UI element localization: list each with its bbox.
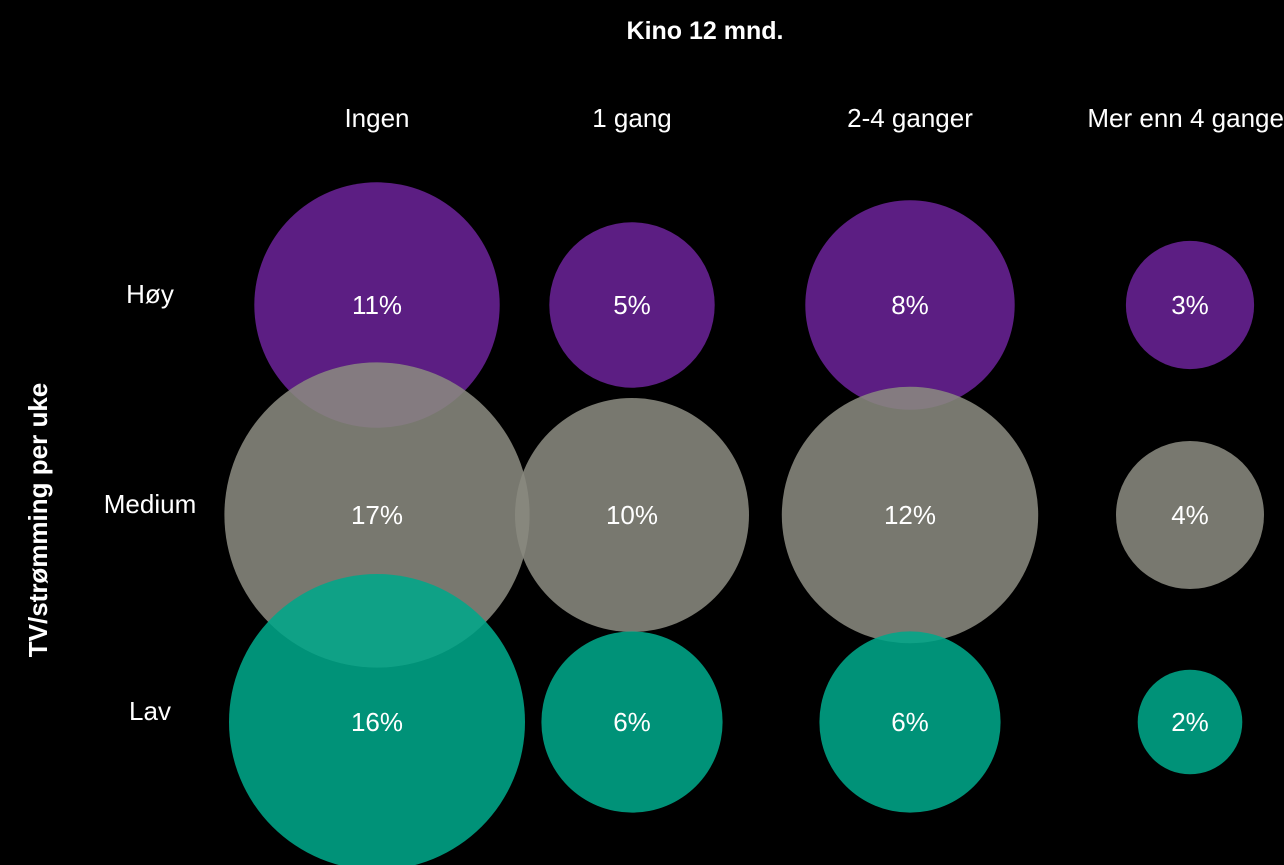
column-label: 2-4 ganger (847, 103, 973, 133)
value-labels: 11% 5% 8% 3% 17% 10% 12% 4% 16% 6% 6% 2% (351, 290, 1209, 737)
row-label: Høy (126, 279, 174, 309)
bubble (549, 222, 715, 388)
column-label: 1 gang (592, 103, 672, 133)
bubble (1125, 240, 1255, 370)
bubbles (224, 182, 1264, 865)
value-label: 6% (891, 707, 929, 737)
column-label: Mer enn 4 ganger (1087, 103, 1284, 133)
value-label: 2% (1171, 707, 1209, 737)
row-label: Medium (104, 489, 196, 519)
bubble (229, 574, 525, 865)
value-label: 17% (351, 500, 403, 530)
value-label: 11% (352, 290, 402, 320)
value-label: 16% (351, 707, 403, 737)
value-label: 6% (613, 707, 651, 737)
value-label: 10% (606, 500, 658, 530)
bubble (819, 631, 1001, 813)
bubble (541, 631, 723, 813)
bubble (1137, 669, 1243, 775)
value-label: 8% (891, 290, 929, 320)
column-label: Ingen (344, 103, 409, 133)
chart-title: Kino 12 mnd. (627, 17, 784, 45)
bubble (254, 182, 500, 428)
bubble (781, 386, 1039, 644)
bubble (224, 362, 530, 668)
column-labels: Ingen 1 gang 2-4 ganger Mer enn 4 ganger (344, 103, 1284, 133)
row-labels: Høy Medium Lav (104, 279, 196, 726)
value-label: 5% (613, 290, 651, 320)
bubble (1116, 441, 1264, 589)
bubble (805, 200, 1015, 410)
value-label: 3% (1171, 290, 1209, 320)
value-label: 4% (1171, 500, 1209, 530)
bubble (515, 398, 749, 632)
row-label: Lav (129, 696, 171, 726)
value-label: 12% (884, 500, 936, 530)
y-axis-label: TV/strømming per uke (23, 383, 53, 658)
